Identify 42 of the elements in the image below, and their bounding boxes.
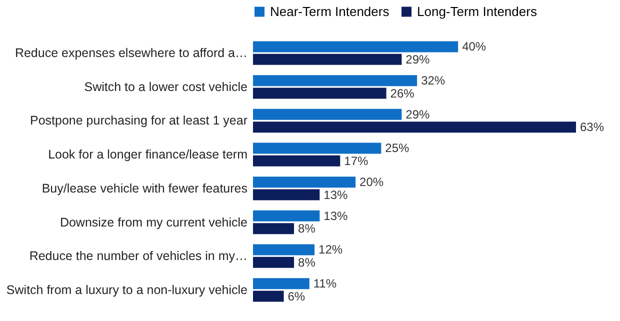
bar: [253, 176, 356, 188]
y-tick-label: Switch from a luxury to a non-luxury vehicle: [6, 282, 248, 297]
data-label: 8%: [298, 222, 316, 236]
bar: [253, 290, 284, 302]
bar: [253, 142, 382, 154]
data-label: 13%: [324, 188, 348, 202]
y-tick-label: Reduce the number of vehicles in my…: [29, 249, 248, 264]
data-label: 8%: [298, 255, 316, 270]
bar: [253, 155, 340, 166]
data-label: 12%: [318, 242, 343, 257]
y-tick-label: Downsize from my current vehicle: [60, 215, 248, 230]
bar: [253, 278, 310, 290]
data-label: 11%: [313, 276, 337, 291]
data-label: 40%: [462, 40, 486, 54]
bar: [253, 54, 402, 65]
bar: [253, 189, 320, 200]
data-label: 20%: [360, 175, 384, 190]
bar: [253, 88, 386, 99]
bar: [253, 41, 458, 52]
bar: [253, 244, 315, 256]
data-label: 13%: [324, 208, 348, 223]
y-tick-label: Reduce expenses elsewhere to afford a…: [14, 46, 248, 60]
y-tick-label: Switch to a lower cost vehicle: [84, 80, 248, 94]
data-label: 17%: [344, 154, 369, 168]
data-label: 29%: [406, 52, 430, 66]
data-label: 25%: [385, 141, 410, 156]
data-label: 29%: [406, 107, 430, 122]
legend-label: Near-Term Intenders: [270, 4, 390, 19]
legend-label: Long-Term Intenders: [417, 4, 538, 19]
data-label: 26%: [390, 86, 415, 100]
data-label: 63%: [580, 120, 604, 134]
data-label: 32%: [421, 74, 446, 88]
bar: [253, 108, 402, 120]
bar: [253, 256, 294, 268]
bar: [253, 210, 320, 222]
y-tick-label: Look for a longer finance/lease term: [48, 148, 248, 162]
bar: [253, 122, 576, 133]
bar: [253, 75, 418, 86]
bar: [253, 223, 294, 234]
y-tick-label: Buy/lease vehicle with fewer features: [42, 181, 248, 196]
data-label: 6%: [288, 289, 306, 304]
y-tick-label: Postpone purchasing for at least 1 year: [30, 114, 248, 128]
